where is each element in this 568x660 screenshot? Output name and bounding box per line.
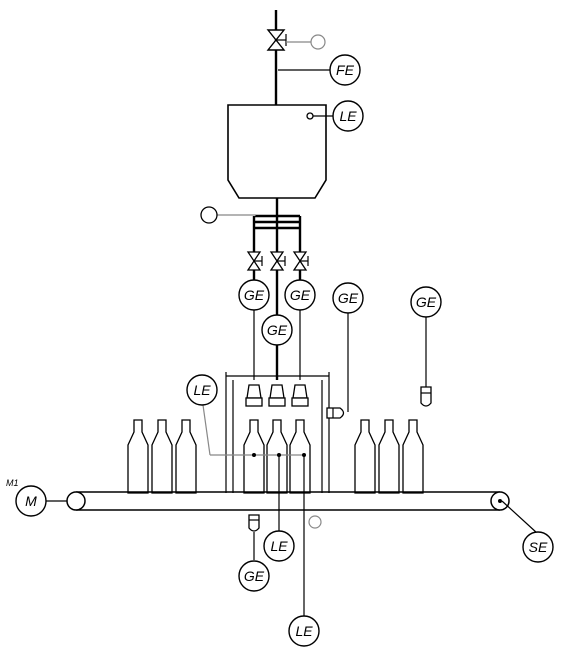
motor-label: M xyxy=(25,493,37,509)
level-element-le-bottom-1[interactable]: LE xyxy=(263,530,295,562)
ge-right-label: GE xyxy=(416,294,437,310)
motor-m1[interactable]: M xyxy=(15,485,47,517)
filling-frame xyxy=(225,372,330,493)
se-connector xyxy=(501,500,538,534)
dosing-valve-left[interactable] xyxy=(246,251,263,271)
bottles-right-group xyxy=(354,419,424,494)
le-bottom-2-label: LE xyxy=(295,623,313,639)
gauge-element-ge-valve-left[interactable]: GE xyxy=(238,279,270,311)
detector-indicator xyxy=(308,515,322,529)
le-bottom-1-label: LE xyxy=(270,538,288,554)
bottles-filling-group xyxy=(243,419,311,494)
valve-actuator-connector xyxy=(286,34,326,50)
speed-element-se[interactable]: SE xyxy=(522,531,554,563)
gauge-element-ge-center[interactable]: GE xyxy=(261,314,293,346)
gauge-element-ge-valve-right[interactable]: GE xyxy=(284,279,316,311)
filling-nozzle-left xyxy=(245,384,263,407)
le-tank-label: LE xyxy=(339,108,357,124)
ge-valve-left-label: GE xyxy=(244,287,265,303)
se-label: SE xyxy=(529,539,548,555)
gauge-element-ge-bottom[interactable]: GE xyxy=(238,560,270,592)
gauge-element-ge-side[interactable]: GE xyxy=(332,282,364,314)
level-element-le-fill[interactable]: LE xyxy=(186,374,218,406)
le-fill-label: LE xyxy=(193,382,211,398)
ge-center-label: GE xyxy=(267,322,288,338)
bottom-sensor xyxy=(248,514,260,560)
filling-nozzle-right xyxy=(291,384,309,407)
filling-nozzle-center xyxy=(268,384,286,407)
level-element-le-bottom-2[interactable]: LE xyxy=(288,615,320,647)
tank-level-sensor xyxy=(306,112,333,120)
flow-element-fe[interactable]: FE xyxy=(329,54,361,86)
ge-valve-right-label: GE xyxy=(290,287,311,303)
level-element-le-tank[interactable]: LE xyxy=(332,100,364,132)
dosing-valve-center[interactable] xyxy=(269,251,286,271)
ge-bottom-label: GE xyxy=(244,568,265,584)
side-proximity-sensor xyxy=(326,407,345,419)
gauge-element-ge-right[interactable]: GE xyxy=(410,286,442,318)
right-proximity-sensor xyxy=(420,386,432,407)
inlet-valve[interactable] xyxy=(266,29,287,51)
conveyor-belt xyxy=(66,491,510,511)
ge-side-label: GE xyxy=(338,290,359,306)
motor-tag: M1 xyxy=(6,478,19,488)
fe-label: FE xyxy=(336,62,355,78)
manifold-indicator xyxy=(200,206,256,224)
fill-level-line xyxy=(202,404,306,457)
dosing-valve-right[interactable] xyxy=(292,251,309,271)
bottles-left-group xyxy=(127,419,197,494)
tank-outlet-manifold xyxy=(252,198,302,260)
hopper-tank xyxy=(227,104,327,199)
